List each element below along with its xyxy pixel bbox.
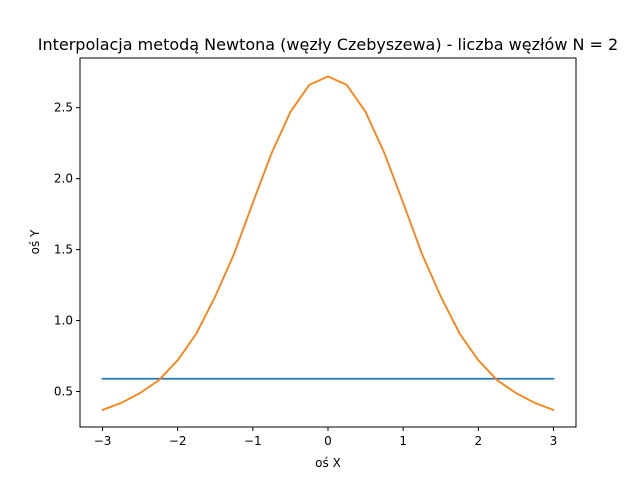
x-tick-label: −1 (244, 434, 262, 448)
x-tick-label: 2 (474, 434, 482, 448)
y-tick-label: 2.5 (54, 101, 73, 115)
y-tick-label: 1.5 (54, 243, 73, 257)
x-tick-label: 1 (399, 434, 407, 448)
x-tick-label: 0 (324, 434, 332, 448)
plot-frame (79, 57, 577, 428)
x-tick-label: 3 (550, 434, 558, 448)
y-tick-label: 0.5 (54, 385, 73, 399)
y-tick-label: 1.0 (54, 314, 73, 328)
chart-title: Interpolacja metodą Newtona (węzły Czeby… (38, 35, 618, 54)
x-tick-label: −2 (169, 434, 187, 448)
y-tick-label: 2.0 (54, 172, 73, 186)
x-axis: −3 −2 −1 0 1 2 3 (94, 427, 558, 448)
x-axis-label: oś X (315, 456, 341, 470)
series-line-2 (101, 75, 555, 412)
y-axis: 0.5 1.0 1.5 2.0 2.5 (54, 101, 80, 399)
plot-area (101, 75, 555, 412)
y-axis-label: oś Y (28, 229, 42, 254)
x-tick-label: −3 (94, 434, 112, 448)
